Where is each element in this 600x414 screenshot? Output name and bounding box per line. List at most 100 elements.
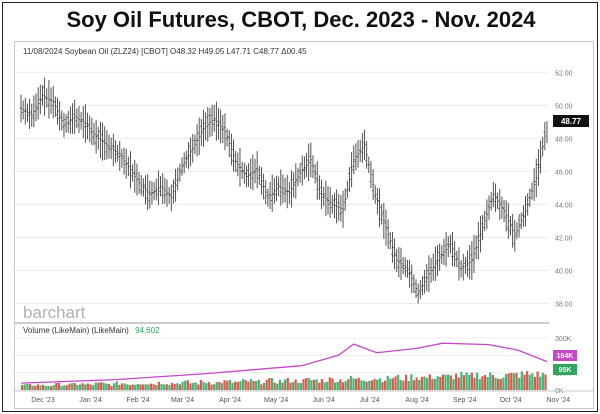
volume-bar xyxy=(262,382,266,390)
volume-bar xyxy=(336,381,339,390)
volume-bar xyxy=(297,382,300,390)
volume-bar xyxy=(497,378,500,390)
volume-bar xyxy=(478,379,481,390)
volume-bar xyxy=(428,374,431,390)
volume-bar xyxy=(294,379,297,390)
volume-bar xyxy=(333,382,337,390)
volume-bar xyxy=(23,384,26,390)
volume-bar xyxy=(368,380,371,390)
volume-bar xyxy=(457,377,460,390)
volume-bar xyxy=(341,382,345,390)
volume-bar xyxy=(81,383,84,390)
volume-bar xyxy=(55,382,58,390)
volume-bar xyxy=(181,381,184,390)
volume-bar xyxy=(286,377,289,390)
volume-label: Volume (LikeMain) (LikeMain) 94,602 xyxy=(23,326,160,335)
volume-bar xyxy=(312,379,316,390)
volume-bar xyxy=(465,372,468,390)
volume-bar xyxy=(326,381,329,390)
volume-bar xyxy=(541,372,544,390)
volume-bar xyxy=(118,384,121,390)
volume-bar xyxy=(123,383,126,390)
volume-bar xyxy=(268,378,271,390)
volume-bar xyxy=(147,384,150,390)
volume-bar xyxy=(431,378,434,390)
volume-bar xyxy=(504,374,508,390)
date-tick-label: Sep '24 xyxy=(453,397,477,404)
date-tick-label: Oct '24 xyxy=(500,397,522,404)
volume-value: 94,602 xyxy=(135,326,160,335)
volume-bar xyxy=(97,382,100,390)
date-tick-label: Apr '24 xyxy=(219,397,241,404)
volume-bar xyxy=(302,379,305,390)
volume-bar xyxy=(94,382,97,390)
volume-bar xyxy=(228,379,231,390)
volume-bar xyxy=(31,385,34,390)
volume-bar xyxy=(441,374,445,390)
price-tick-label: 46.00 xyxy=(555,169,573,176)
volume-bar xyxy=(105,383,108,390)
volume-bar xyxy=(449,375,452,390)
volume-bar xyxy=(418,379,421,390)
volume-bar xyxy=(323,382,326,390)
volume-bar xyxy=(373,378,376,390)
volume-bar xyxy=(299,383,303,390)
volume-bar xyxy=(86,383,89,390)
volume-bar xyxy=(370,380,374,390)
volume-bar xyxy=(291,382,295,390)
volume-bar xyxy=(378,378,381,390)
volume-bar xyxy=(473,377,476,390)
volume-bar xyxy=(381,382,384,390)
barchart-watermark: barchart xyxy=(23,303,86,322)
volume-bar xyxy=(134,384,137,390)
volume-bar xyxy=(278,379,281,390)
volume-bar xyxy=(149,383,153,390)
volume-bar xyxy=(383,380,387,390)
volume-bar xyxy=(320,379,324,390)
volume-bar xyxy=(426,378,429,390)
volume-bar xyxy=(215,382,218,390)
volume-bar xyxy=(115,381,118,390)
volume-bar xyxy=(525,371,529,390)
price-bars xyxy=(19,77,548,304)
volume-bar xyxy=(260,384,263,390)
volume-bar xyxy=(65,385,68,390)
volume-bar xyxy=(197,384,200,390)
volume-bar xyxy=(483,374,487,390)
volume-bar xyxy=(26,383,29,390)
volume-bar xyxy=(189,383,192,390)
ohlc-header: 11/08/2024 Soybean Oil (ZLZ24) [CBOT] O4… xyxy=(23,47,307,56)
volume-bar xyxy=(533,376,537,390)
last-price-tag xyxy=(553,115,589,127)
volume-bar xyxy=(397,374,400,390)
avg-volume-label: 164K xyxy=(557,353,574,360)
volume-bar xyxy=(42,384,45,390)
date-tick-label: Jul '24 xyxy=(360,397,380,404)
volume-bar xyxy=(113,383,116,390)
volume-bar xyxy=(194,382,197,390)
volume-bar xyxy=(481,376,484,390)
volume-bar xyxy=(176,383,179,390)
price-chart[interactable]: 11/08/2024 Soybean Oil (ZLZ24) [CBOT] O4… xyxy=(15,42,593,408)
volume-bar xyxy=(131,384,134,390)
volume-bar xyxy=(357,377,360,390)
volume-bar xyxy=(270,378,274,390)
chart-panel: 11/08/2024 Soybean Oil (ZLZ24) [CBOT] O4… xyxy=(14,41,594,409)
volume-bar xyxy=(289,382,292,390)
date-tick-label: Jan '24 xyxy=(79,397,101,404)
price-tick-label: 48.00 xyxy=(555,136,573,143)
price-axis: 52.00 50.00 48.00 46.00 44.00 42.00 40.00 38.00 xyxy=(555,70,573,308)
volume-bar xyxy=(21,384,24,390)
volume-bar xyxy=(523,374,526,390)
volume-bar xyxy=(63,385,66,390)
volume-bar xyxy=(404,374,408,390)
volume-bar xyxy=(273,382,276,390)
date-tick-label: May '24 xyxy=(264,397,288,404)
volume-bar xyxy=(139,384,142,390)
volume-bar xyxy=(128,385,132,390)
volume-bar xyxy=(328,377,331,390)
volume-bar xyxy=(84,384,87,390)
volume-bar xyxy=(510,372,513,390)
volume-bar xyxy=(36,384,40,390)
